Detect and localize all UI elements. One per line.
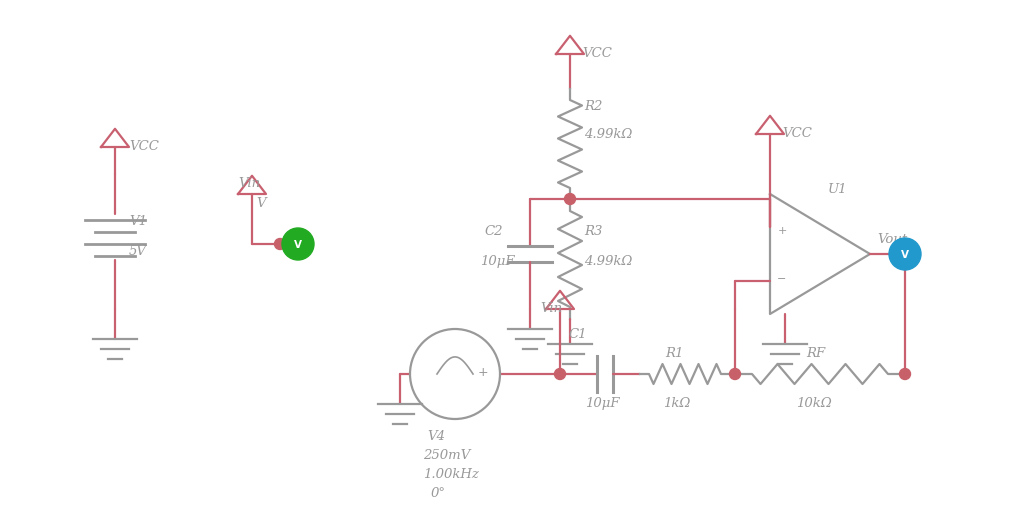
Circle shape xyxy=(282,229,314,261)
Text: C1: C1 xyxy=(568,327,586,341)
Text: V: V xyxy=(294,240,302,249)
Circle shape xyxy=(274,239,286,250)
Text: 0°: 0° xyxy=(431,486,446,499)
Text: VCC: VCC xyxy=(582,47,611,60)
Circle shape xyxy=(555,369,565,380)
Text: 5V: 5V xyxy=(129,244,147,258)
Text: 1.00kHz: 1.00kHz xyxy=(423,467,479,480)
Text: Vout: Vout xyxy=(877,233,907,245)
Text: +: + xyxy=(777,225,787,236)
Text: Vin: Vin xyxy=(238,177,260,190)
Text: R1: R1 xyxy=(665,346,683,359)
Text: +: + xyxy=(477,365,488,378)
Text: 250mV: 250mV xyxy=(423,448,470,461)
Text: RF: RF xyxy=(806,346,825,359)
Circle shape xyxy=(564,194,575,205)
Text: 10kΩ: 10kΩ xyxy=(796,396,831,409)
Text: R2: R2 xyxy=(584,100,602,113)
Text: VCC: VCC xyxy=(782,127,812,140)
Text: C2: C2 xyxy=(484,224,502,238)
Text: 4.99kΩ: 4.99kΩ xyxy=(584,254,633,267)
Text: V1: V1 xyxy=(129,215,147,228)
Text: U1: U1 xyxy=(828,183,848,195)
Text: 4.99kΩ: 4.99kΩ xyxy=(584,128,633,140)
Text: VCC: VCC xyxy=(129,140,158,153)
Text: −: − xyxy=(777,273,787,284)
Text: Vin: Vin xyxy=(540,301,562,315)
Text: R3: R3 xyxy=(584,224,602,238)
Text: 1kΩ: 1kΩ xyxy=(663,396,690,409)
Text: V4: V4 xyxy=(427,429,445,442)
Text: V: V xyxy=(256,196,265,210)
Circle shape xyxy=(730,369,741,380)
Text: 10μF: 10μF xyxy=(480,254,515,267)
Text: 10μF: 10μF xyxy=(585,396,620,409)
Circle shape xyxy=(899,369,910,380)
Text: V: V xyxy=(901,249,909,260)
Circle shape xyxy=(889,239,921,270)
